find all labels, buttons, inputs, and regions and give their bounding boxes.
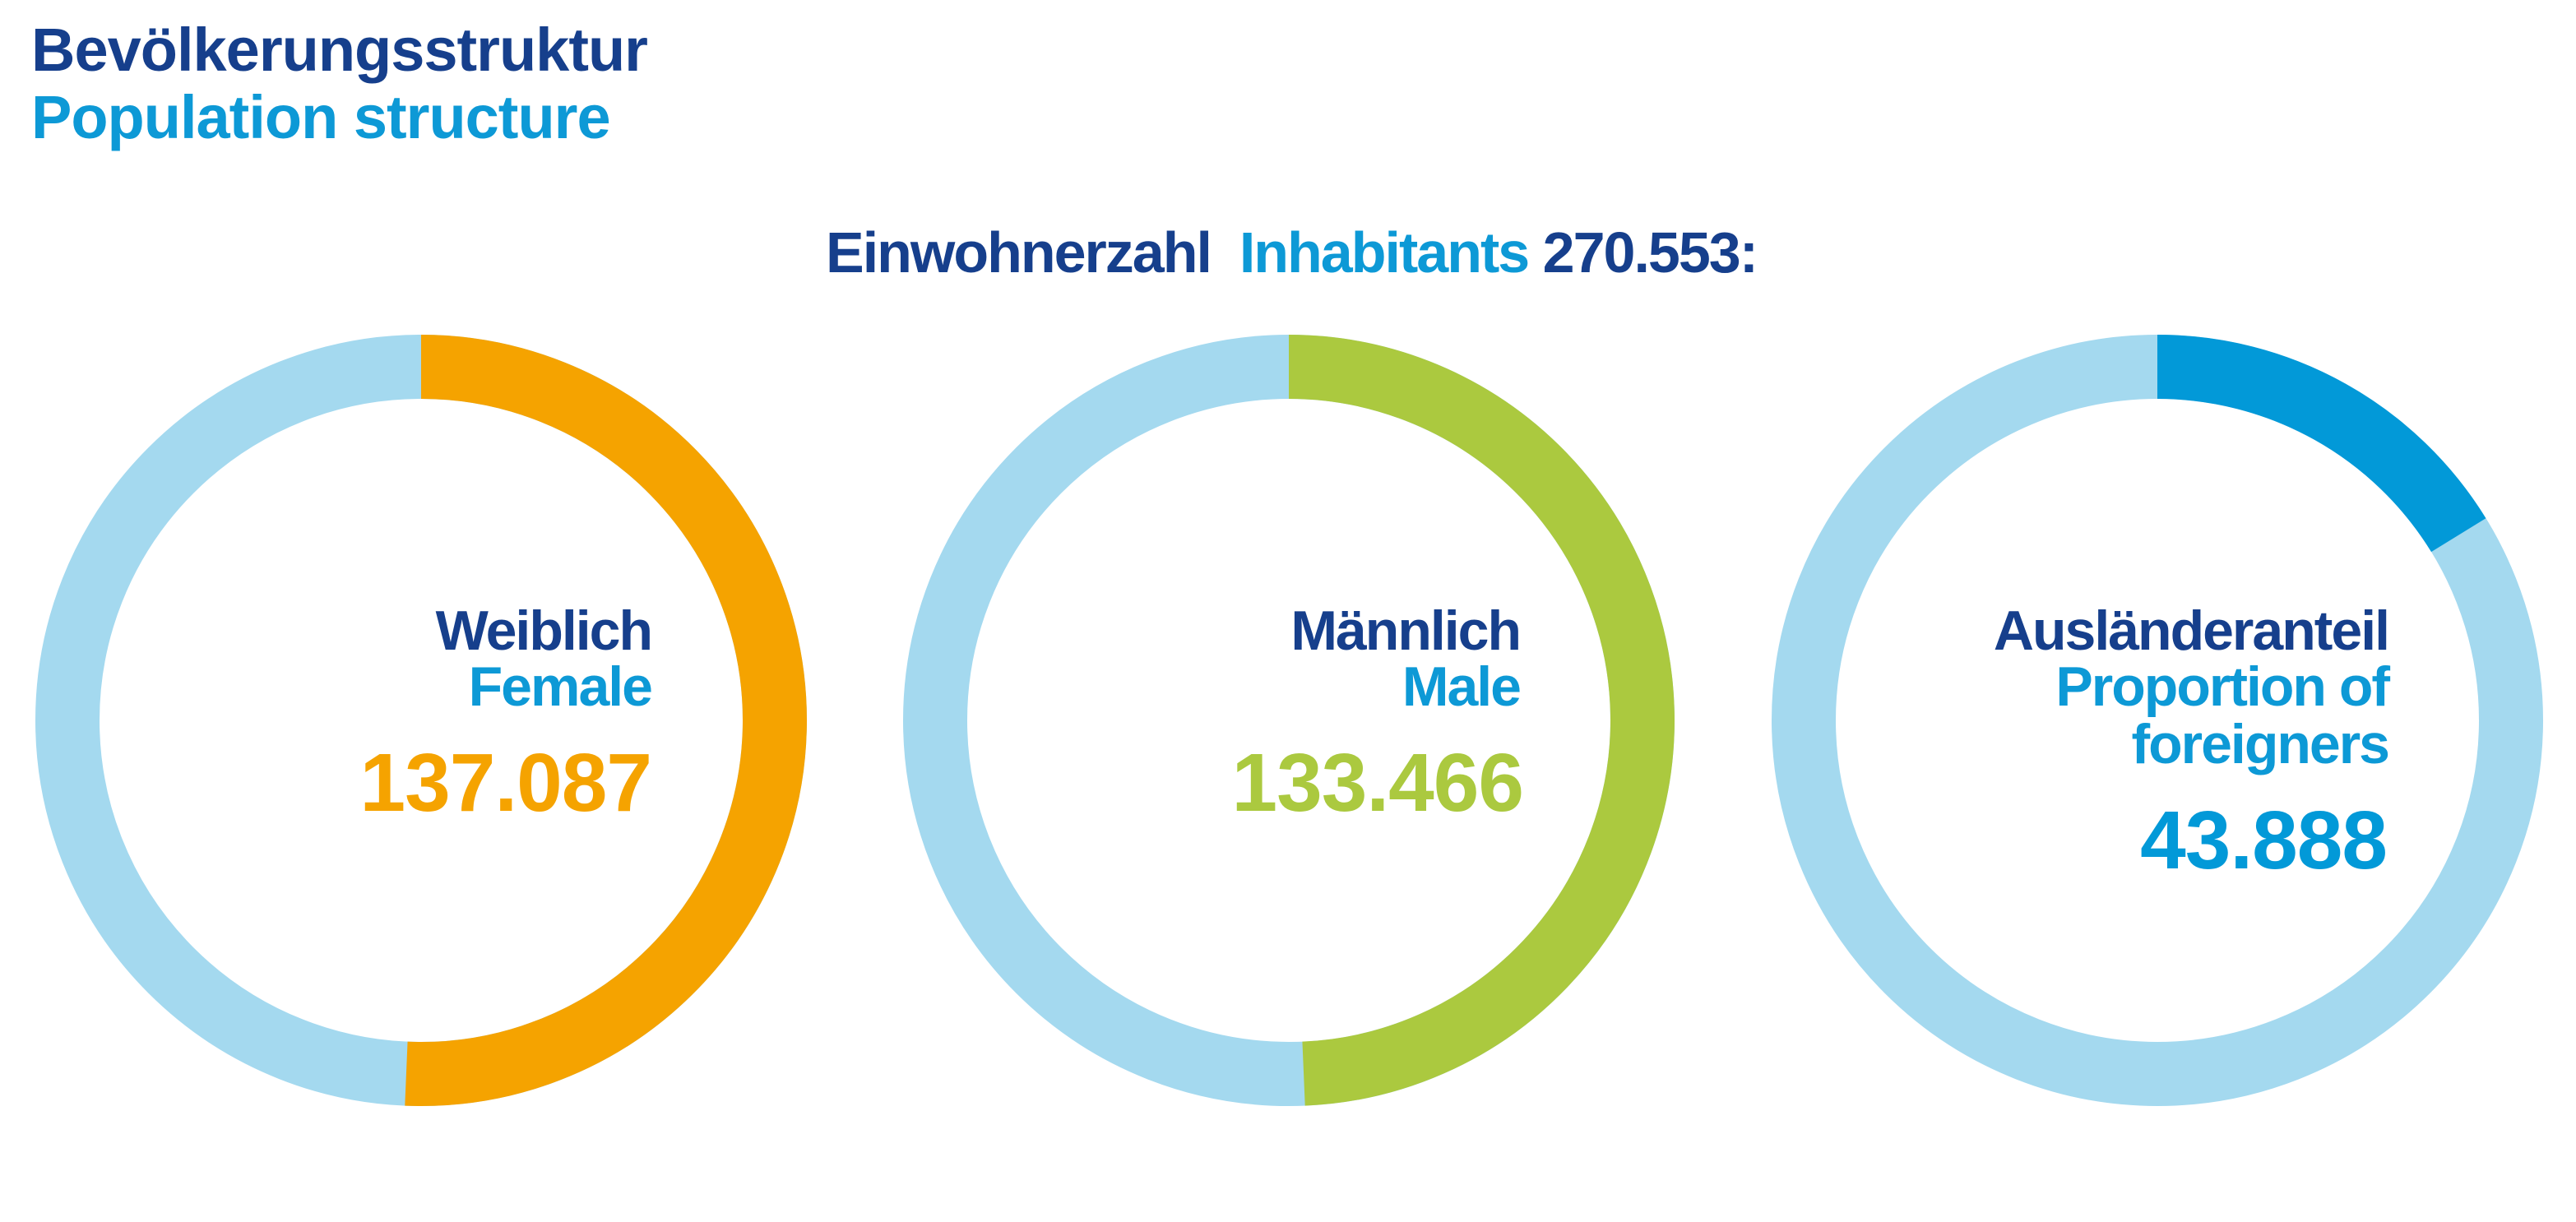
- donut-female-segment: [405, 335, 807, 1106]
- male-value: 133.466: [1231, 737, 1524, 829]
- inhabitants-heading: Einwohnerzahl Inhabitants 270.553:: [826, 224, 1758, 281]
- foreigners-label-en-line1: Proportion of: [2055, 655, 2390, 718]
- inhabitants-value: 270.553:: [1542, 220, 1758, 285]
- donut-female: [35, 335, 807, 1106]
- page-title: Bevölkerungsstruktur: [31, 16, 648, 84]
- female-value: 137.087: [359, 737, 652, 829]
- donut-male-segment: [1288, 335, 1675, 1106]
- foreigners-label-en-line2: foreigners: [2131, 713, 2390, 775]
- male-label-en: Male: [1402, 655, 1522, 718]
- donut-male: [903, 335, 1675, 1106]
- female-label-en: Female: [468, 655, 653, 718]
- donut-foreigners: [1772, 335, 2543, 1106]
- inhabitants-label-en: Inhabitants: [1239, 220, 1530, 285]
- male-label-de: Männlich: [1290, 599, 1522, 662]
- donut-foreigners-segment: [2157, 335, 2486, 553]
- page-subtitle: Population structure: [31, 83, 611, 151]
- foreigners-value: 43.888: [2140, 794, 2388, 886]
- female-label-de: Weiblich: [435, 599, 653, 662]
- foreigners-label-de: Ausländeranteil: [1993, 599, 2390, 662]
- inhabitants-label-de: Einwohnerzahl: [826, 220, 1212, 285]
